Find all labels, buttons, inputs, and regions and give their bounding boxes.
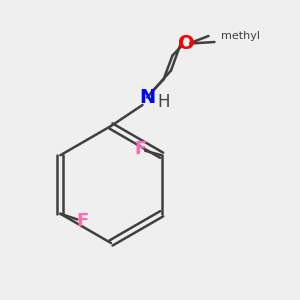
Text: F: F (134, 140, 147, 158)
Text: O: O (178, 34, 194, 53)
Text: H: H (157, 93, 170, 111)
Text: methyl: methyl (220, 31, 260, 41)
Text: F: F (77, 212, 89, 230)
Text: N: N (139, 88, 155, 107)
